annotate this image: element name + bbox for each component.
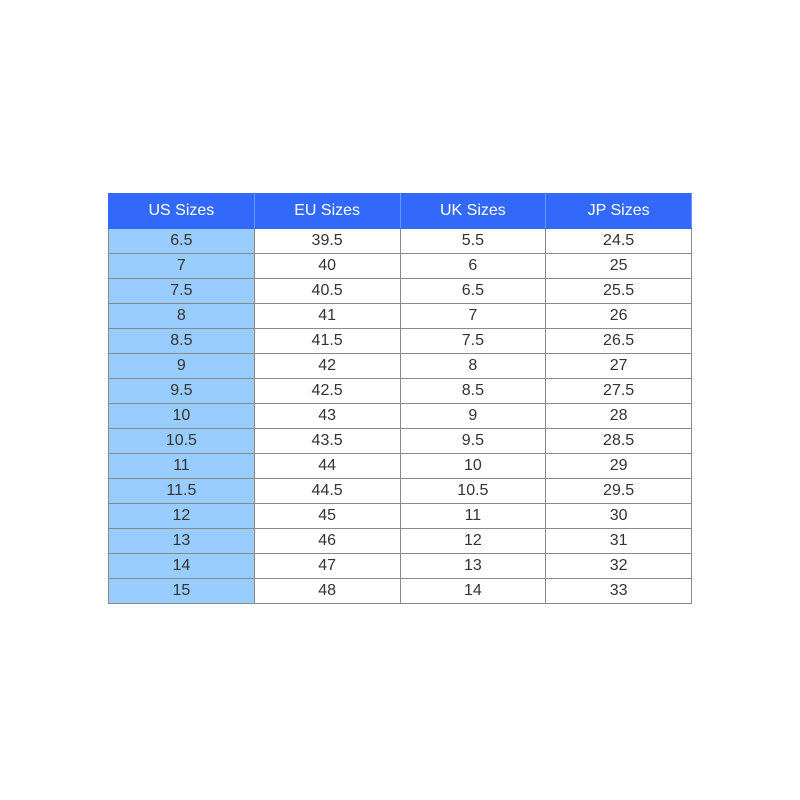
table-row: 8.5 41.5 7.5 26.5 [108, 328, 692, 354]
table-cell: 9.5 [108, 378, 255, 404]
table-cell: 5.5 [399, 228, 547, 254]
table-cell: 10 [399, 453, 547, 479]
table-header: US Sizes EU Sizes UK Sizes JP Sizes [108, 193, 692, 229]
table-row: 13 46 12 31 [108, 528, 692, 554]
table-row: 14 47 13 32 [108, 553, 692, 579]
table-cell: 15 [108, 578, 255, 604]
table-cell: 14 [108, 553, 255, 579]
table-cell: 46 [253, 528, 401, 554]
table-cell: 31 [545, 528, 692, 554]
table-cell: 10 [108, 403, 255, 429]
table-cell: 10.5 [399, 478, 547, 504]
table-cell: 9 [399, 403, 547, 429]
table-cell: 25 [545, 253, 692, 279]
table-row: 11 44 10 29 [108, 453, 692, 479]
table-row: 15 48 14 33 [108, 578, 692, 604]
table-row: 11.5 44.5 10.5 29.5 [108, 478, 692, 504]
table-cell: 7.5 [399, 328, 547, 354]
table-cell: 43.5 [253, 428, 401, 454]
table-cell: 28 [545, 403, 692, 429]
table-cell: 7.5 [108, 278, 255, 304]
table-cell: 48 [253, 578, 401, 604]
table-cell: 41.5 [253, 328, 401, 354]
table-cell: 10.5 [108, 428, 255, 454]
table-cell: 27.5 [545, 378, 692, 404]
table-cell: 11.5 [108, 478, 255, 504]
table-cell: 40 [253, 253, 401, 279]
table-cell: 9.5 [399, 428, 547, 454]
table-row: 12 45 11 30 [108, 503, 692, 529]
table-cell: 8 [108, 303, 255, 329]
table-cell: 24.5 [545, 228, 692, 254]
table-row: 7.5 40.5 6.5 25.5 [108, 278, 692, 304]
table-cell: 45 [253, 503, 401, 529]
table-body: 6.5 39.5 5.5 24.5 7 40 6 25 7.5 40.5 6.5 25.5 8 41 7 26… [108, 228, 692, 604]
table-row: 10.5 43.5 9.5 28.5 [108, 428, 692, 454]
table-cell: 44.5 [253, 478, 401, 504]
table-cell: 13 [108, 528, 255, 554]
table-cell: 7 [399, 303, 547, 329]
table-cell: 41 [253, 303, 401, 329]
table-cell: 8.5 [399, 378, 547, 404]
table-cell: 6 [399, 253, 547, 279]
size-table: US Sizes EU Sizes UK Sizes JP Sizes 6.5 39.5… [108, 193, 692, 604]
column-header: EU Sizes [253, 193, 401, 229]
column-header: US Sizes [108, 193, 255, 229]
table-cell: 40.5 [253, 278, 401, 304]
table-cell: 44 [253, 453, 401, 479]
table-cell: 26.5 [545, 328, 692, 354]
table-cell: 39.5 [253, 228, 401, 254]
table-cell: 14 [399, 578, 547, 604]
table-cell: 6.5 [399, 278, 547, 304]
table-cell: 30 [545, 503, 692, 529]
column-header: JP Sizes [545, 193, 692, 229]
table-cell: 28.5 [545, 428, 692, 454]
table-row: 7 40 6 25 [108, 253, 692, 279]
header-row: US Sizes EU Sizes UK Sizes JP Sizes [108, 193, 692, 229]
table-cell: 12 [108, 503, 255, 529]
table-row: 8 41 7 26 [108, 303, 692, 329]
table-row: 6.5 39.5 5.5 24.5 [108, 228, 692, 254]
table-cell: 7 [108, 253, 255, 279]
table-cell: 25.5 [545, 278, 692, 304]
table-cell: 26 [545, 303, 692, 329]
table-cell: 29 [545, 453, 692, 479]
table-cell: 12 [399, 528, 547, 554]
table-cell: 33 [545, 578, 692, 604]
table-cell: 42 [253, 353, 401, 379]
table-cell: 11 [399, 503, 547, 529]
table-cell: 9 [108, 353, 255, 379]
table-row: 9.5 42.5 8.5 27.5 [108, 378, 692, 404]
table-cell: 29.5 [545, 478, 692, 504]
table-cell: 13 [399, 553, 547, 579]
table-cell: 27 [545, 353, 692, 379]
table-cell: 43 [253, 403, 401, 429]
table-cell: 42.5 [253, 378, 401, 404]
table-cell: 8.5 [108, 328, 255, 354]
table-row: 10 43 9 28 [108, 403, 692, 429]
table-cell: 6.5 [108, 228, 255, 254]
column-header: UK Sizes [399, 193, 547, 229]
table-cell: 32 [545, 553, 692, 579]
table-cell: 11 [108, 453, 255, 479]
table-cell: 47 [253, 553, 401, 579]
table-row: 9 42 8 27 [108, 353, 692, 379]
table-cell: 8 [399, 353, 547, 379]
